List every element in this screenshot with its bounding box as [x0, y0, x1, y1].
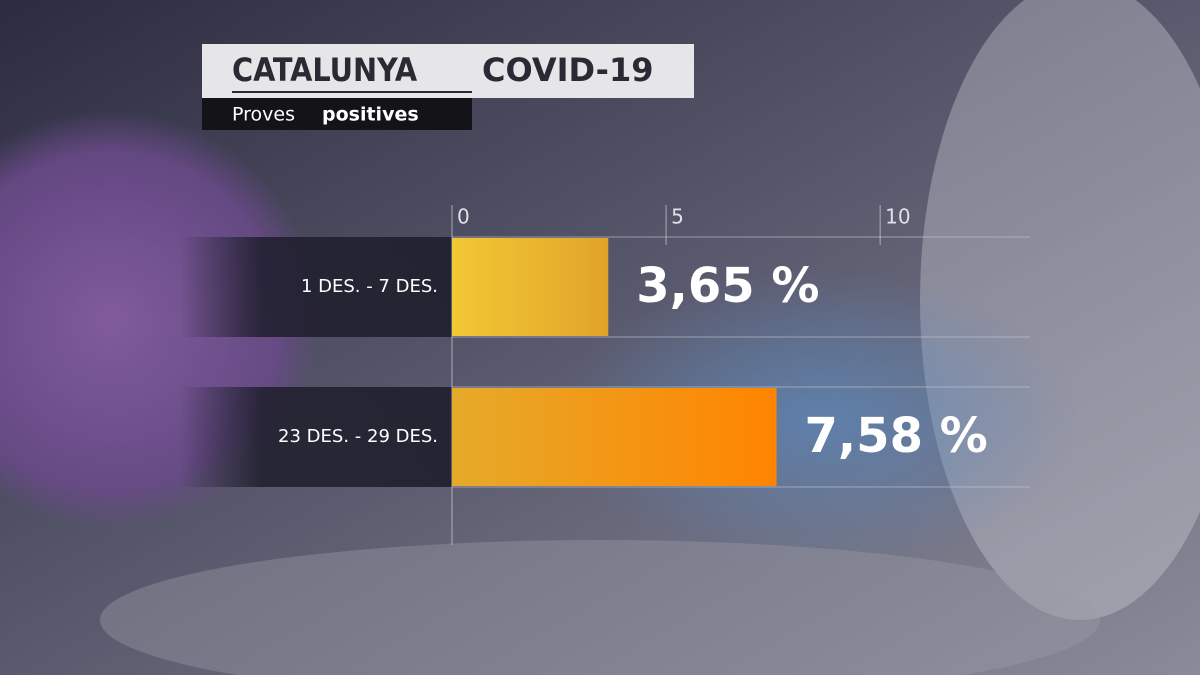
x-tick-label: 10 — [885, 205, 910, 229]
x-tick-label: 0 — [457, 205, 470, 229]
subtitle-box — [202, 98, 472, 130]
category-band — [180, 237, 452, 337]
chart-title: COVID-19 — [482, 51, 653, 89]
chart-title: CATALUNYA — [232, 51, 418, 89]
category-band — [180, 387, 452, 487]
background-sheet — [100, 540, 1100, 675]
title-box — [202, 44, 694, 98]
bar — [452, 388, 777, 486]
y-tick-label: 1 DES. - 7 DES. — [301, 276, 438, 297]
x-tick-label: 5 — [671, 205, 684, 229]
data-label: 7,58 % — [805, 408, 988, 464]
chart-subtitle: positives — [322, 104, 419, 126]
background-glove — [560, 270, 1080, 570]
bar — [452, 238, 609, 336]
y-tick-label: 23 DES. - 29 DES. — [278, 426, 438, 447]
chart-subtitle: Proves — [232, 104, 295, 126]
data-label: 3,65 % — [636, 258, 819, 314]
